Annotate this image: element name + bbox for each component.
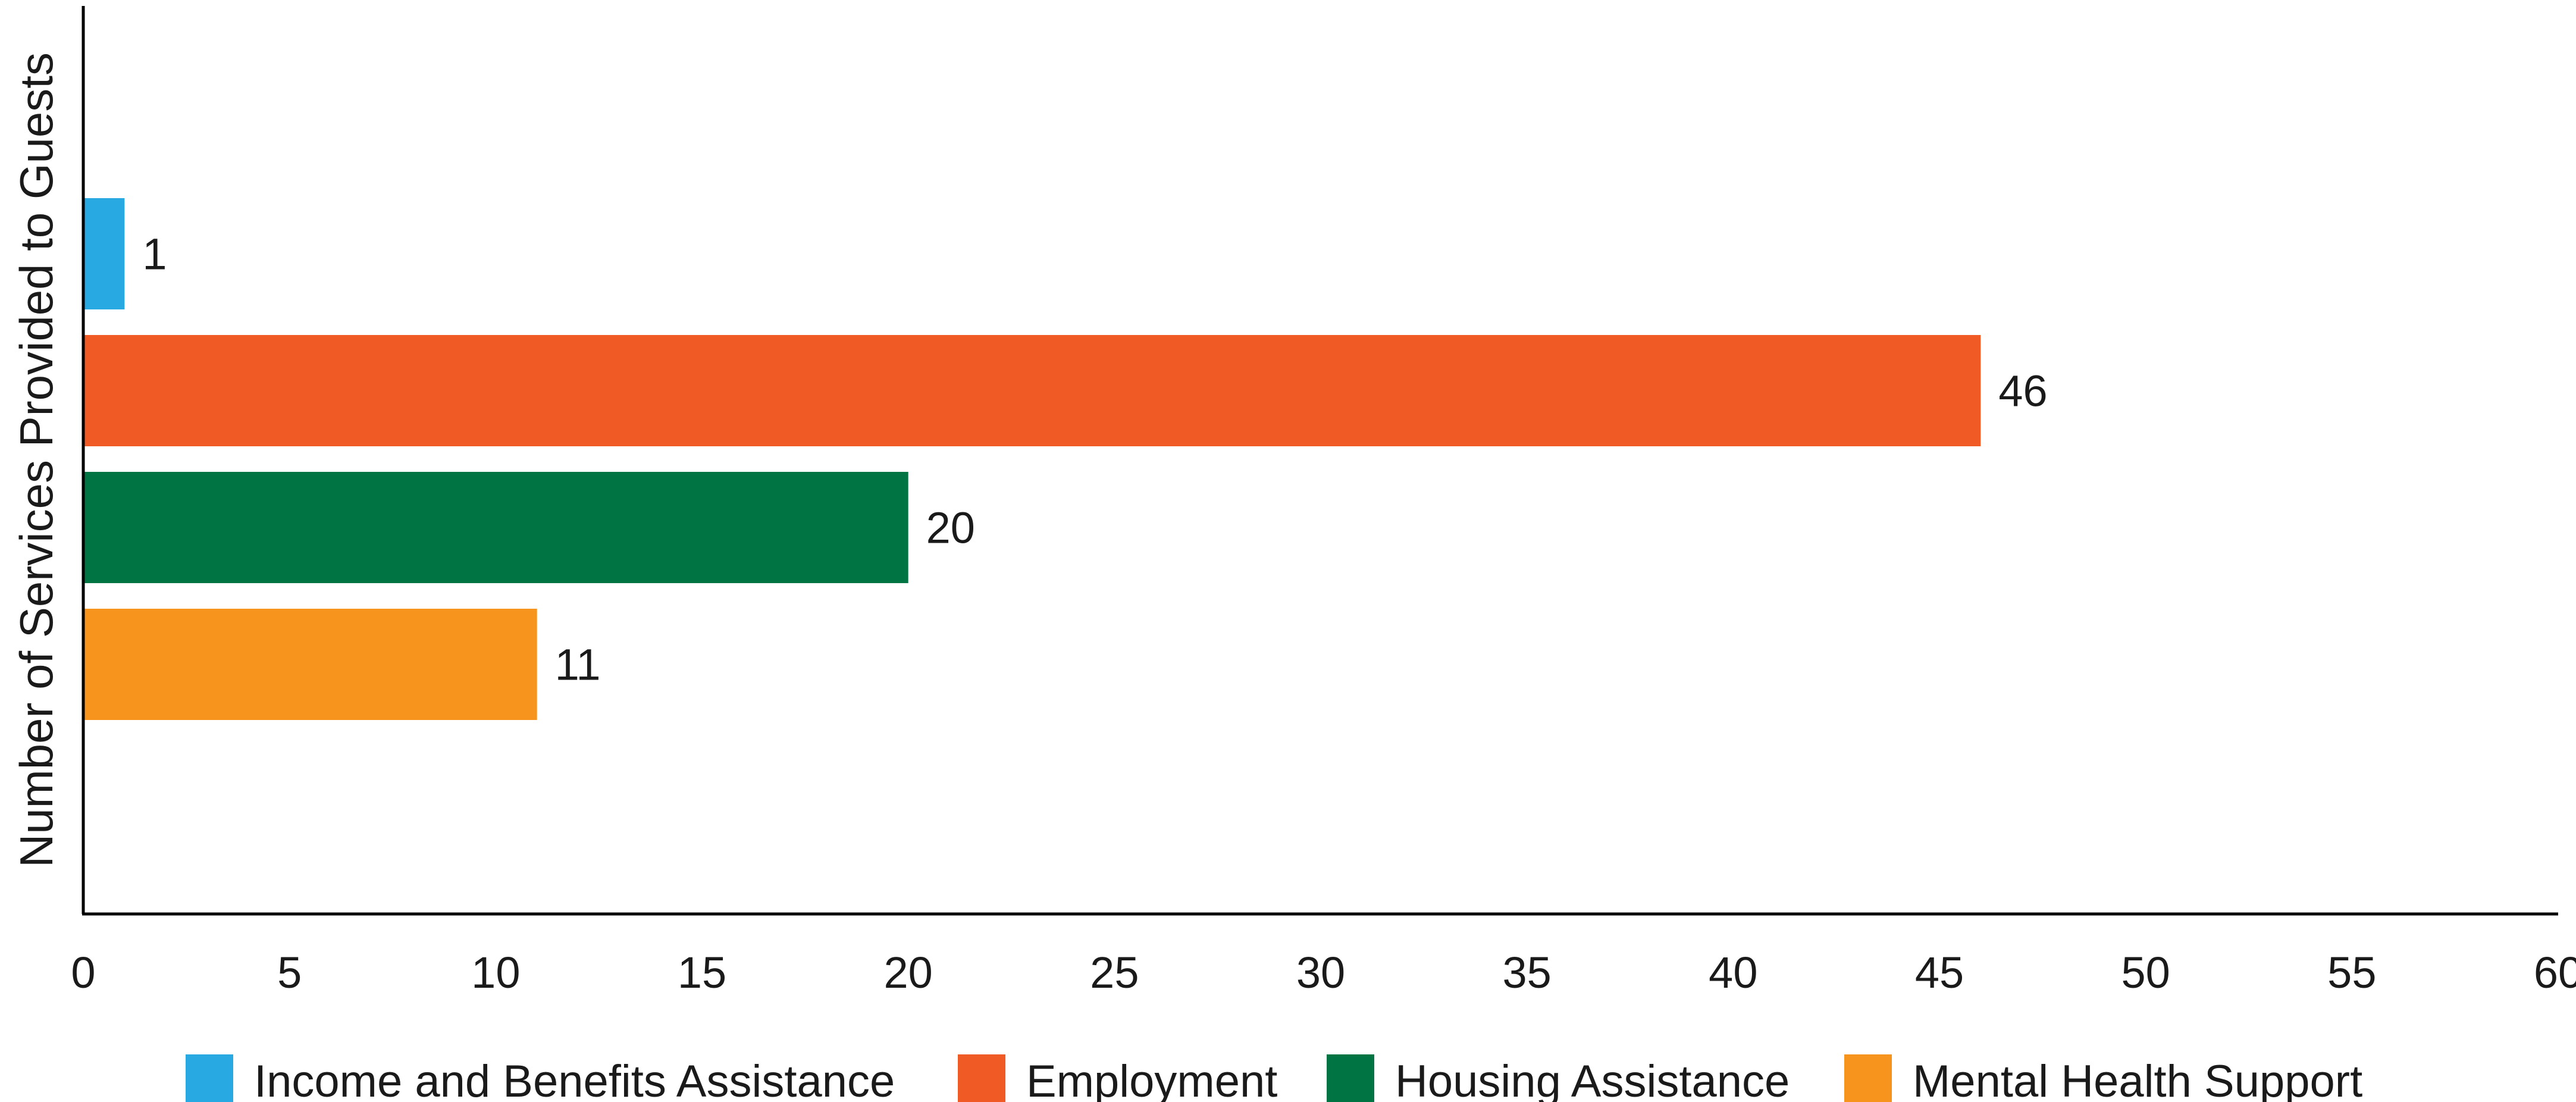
- x-tick-label: 15: [678, 948, 726, 997]
- data-label: 1: [142, 230, 167, 279]
- x-tick-label: 10: [471, 948, 520, 997]
- data-label: 46: [1998, 367, 2047, 416]
- legend-swatch-housing-assistance: [1327, 1054, 1374, 1102]
- x-tick-label: 0: [71, 948, 95, 997]
- bar-income-and-benefits-assistance: [83, 198, 125, 309]
- legend: Income and Benefits Assistance Employment…: [186, 1054, 2362, 1102]
- legend-swatch-employment: [958, 1054, 1005, 1102]
- data-labels: 1 46 20 11: [142, 230, 2047, 690]
- x-tick-label: 35: [1503, 948, 1552, 997]
- legend-swatch-income-and-benefits-assistance: [186, 1054, 233, 1102]
- x-tick-label: 45: [1915, 948, 1964, 997]
- data-label: 20: [926, 503, 975, 553]
- x-tick-label: 30: [1296, 948, 1345, 997]
- legend-swatch-mental-health-support: [1844, 1054, 1892, 1102]
- legend-label-mental-health-support: Mental Health Support: [1913, 1056, 2362, 1102]
- y-axis-title: Number of Services Provided to Guests: [10, 52, 62, 868]
- legend-label-income-and-benefits-assistance: Income and Benefits Assistance: [254, 1056, 895, 1102]
- bar-employment: [83, 335, 1981, 446]
- x-tick-label: 5: [277, 948, 302, 997]
- x-tick-label: 25: [1090, 948, 1139, 997]
- x-tick-label: 20: [884, 948, 933, 997]
- bars: [83, 198, 1981, 720]
- x-tick-labels: 0 5 10 15 20 25 30 35 40 45 50 55 60: [71, 948, 2576, 997]
- x-tick-label: 55: [2327, 948, 2376, 997]
- x-tick-label: 40: [1709, 948, 1757, 997]
- x-tick-label: 60: [2534, 948, 2576, 997]
- data-label: 11: [555, 640, 601, 690]
- legend-label-housing-assistance: Housing Assistance: [1395, 1056, 1790, 1102]
- x-tick-label: 50: [2121, 948, 2170, 997]
- legend-label-employment: Employment: [1026, 1056, 1277, 1102]
- bar-mental-health-support: [83, 609, 537, 720]
- bar-housing-assistance: [83, 472, 908, 583]
